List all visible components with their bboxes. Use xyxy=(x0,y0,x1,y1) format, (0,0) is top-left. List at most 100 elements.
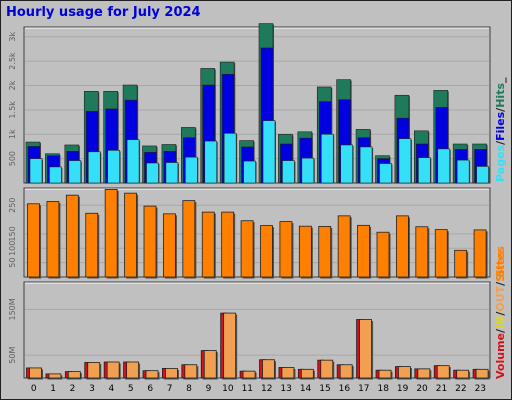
bar-in-hour-22 xyxy=(456,369,470,379)
bar-sites-hour-21 xyxy=(434,229,448,278)
x-tick-label-13: 13 xyxy=(280,384,291,394)
bar-sites-hour-15 xyxy=(318,226,332,278)
bar-sites-hour-4 xyxy=(104,189,118,278)
panel-3-border xyxy=(23,281,491,379)
bar-pages-hour-21 xyxy=(437,148,451,184)
bar-pages-hour-1 xyxy=(49,166,62,184)
x-tick-label-0: 0 xyxy=(31,384,37,394)
bar-in-hour-16 xyxy=(339,364,353,379)
x-tick-label-2: 2 xyxy=(70,384,76,394)
bar-pages-hour-20 xyxy=(418,157,431,184)
bar-in-hour-6 xyxy=(145,370,159,379)
bar-pages-hour-17 xyxy=(359,146,373,184)
x-tick-label-11: 11 xyxy=(242,384,253,394)
bar-sites-hour-9 xyxy=(201,211,215,278)
bar-in-hour-13 xyxy=(281,367,295,379)
x-tick-label-19: 19 xyxy=(397,384,409,394)
bar-in-hour-21 xyxy=(436,365,450,379)
bar-in-hour-15 xyxy=(320,359,334,379)
bar-in-hour-7 xyxy=(165,367,178,379)
panel-1-y-tick-label: 1.5k xyxy=(8,101,17,119)
bar-pages-hour-14 xyxy=(301,157,315,184)
bar-pages-hour-11 xyxy=(243,160,256,184)
bar-pages-hour-6 xyxy=(146,162,159,184)
legend-label: / xyxy=(494,140,507,145)
bar-in-hour-12 xyxy=(262,359,275,379)
panel-1-y-tick-label: 2k xyxy=(8,80,17,90)
x-tick-label-20: 20 xyxy=(416,384,428,394)
legend-label: / xyxy=(494,107,507,112)
legend-label: IN xyxy=(494,316,507,329)
x-tick-label-23: 23 xyxy=(475,384,486,394)
x-tick-label-18: 18 xyxy=(377,384,389,394)
bar-pages-hour-19 xyxy=(398,138,412,184)
panel-1-y-tick-label: 500 xyxy=(8,151,17,166)
bar-pages-hour-23 xyxy=(476,166,489,184)
bar-sites-hour-23 xyxy=(473,229,487,278)
bar-sites-hour-2 xyxy=(65,194,79,278)
legend-label: _ xyxy=(494,77,507,83)
bar-sites-hour-6 xyxy=(143,205,157,278)
legend-label: / xyxy=(494,328,507,333)
legend-label: OUT xyxy=(494,285,507,311)
bar-in-hour-20 xyxy=(417,368,431,379)
bar-sites-hour-22 xyxy=(454,249,468,278)
x-tick-label-14: 14 xyxy=(300,384,312,394)
bar-sites-hour-5 xyxy=(124,192,137,278)
bar-pages-hour-8 xyxy=(185,156,198,184)
legend-label: Sites xyxy=(494,250,507,281)
bar-pages-hour-12 xyxy=(262,120,276,184)
bar-in-hour-23 xyxy=(475,368,489,379)
x-tick-label-7: 7 xyxy=(167,384,173,394)
panel-2-y-tick-label: 150 xyxy=(8,226,17,241)
x-tick-label-9: 9 xyxy=(206,384,212,394)
x-tick-label-12: 12 xyxy=(261,384,272,394)
bar-sites-hour-10 xyxy=(221,211,235,278)
x-tick-label-22: 22 xyxy=(455,384,466,394)
panel-3-y-tick-label: 50M xyxy=(8,347,17,364)
panel-3-y-tick-label: 150M xyxy=(8,298,17,320)
bar-in-hour-10 xyxy=(223,312,237,379)
bar-in-hour-8 xyxy=(184,364,198,379)
chart-title: Hourly usage for July 2024 xyxy=(6,5,201,20)
x-tick-label-5: 5 xyxy=(128,384,134,394)
x-tick-label-17: 17 xyxy=(358,384,369,394)
x-tick-label-1: 1 xyxy=(50,384,56,394)
panel-2-border xyxy=(23,187,491,278)
bar-pages-hour-13 xyxy=(282,160,295,184)
bar-pages-hour-18 xyxy=(379,163,392,184)
legend-hits-files-pages: Pages/Files/Hits_ xyxy=(494,77,507,182)
bar-in-hour-2 xyxy=(67,371,81,379)
bar-sites-hour-1 xyxy=(46,201,60,278)
bar-pages-hour-9 xyxy=(204,140,218,184)
panel-2-y-tick-label: 50 xyxy=(8,258,17,268)
bar-in-hour-1 xyxy=(48,373,62,379)
legend-sites: Sites xyxy=(494,246,507,277)
legend-label: / xyxy=(494,311,507,316)
bar-in-hour-18 xyxy=(378,369,392,379)
bar-sites-hour-17 xyxy=(357,224,370,278)
bar-sites-hour-20 xyxy=(415,226,429,278)
legend-label: Volume xyxy=(494,333,507,379)
bar-in-hour-4 xyxy=(106,361,120,379)
bar-pages-hour-10 xyxy=(223,132,237,184)
bar-in-hour-19 xyxy=(398,366,411,379)
x-tick-label-8: 8 xyxy=(186,384,192,394)
legend-label: Pages xyxy=(494,144,507,182)
bar-in-hour-3 xyxy=(87,362,101,379)
panel-1-y-tick-label: 2.5k xyxy=(8,52,17,70)
x-tick-label-3: 3 xyxy=(89,384,95,394)
bar-pages-hour-4 xyxy=(107,150,120,184)
panel-2-y-tick-label: 250 xyxy=(8,198,17,213)
legend-label: Hits xyxy=(494,83,507,108)
x-tick-label-15: 15 xyxy=(319,384,330,394)
bar-sites-hour-8 xyxy=(182,200,196,278)
bar-in-hour-9 xyxy=(203,350,217,379)
bar-sites-hour-18 xyxy=(376,231,390,278)
bar-pages-hour-16 xyxy=(340,144,353,184)
bar-pages-hour-15 xyxy=(320,133,334,184)
x-tick-label-16: 16 xyxy=(339,384,351,394)
panel-2-y-tick-label: 100 xyxy=(8,241,17,256)
